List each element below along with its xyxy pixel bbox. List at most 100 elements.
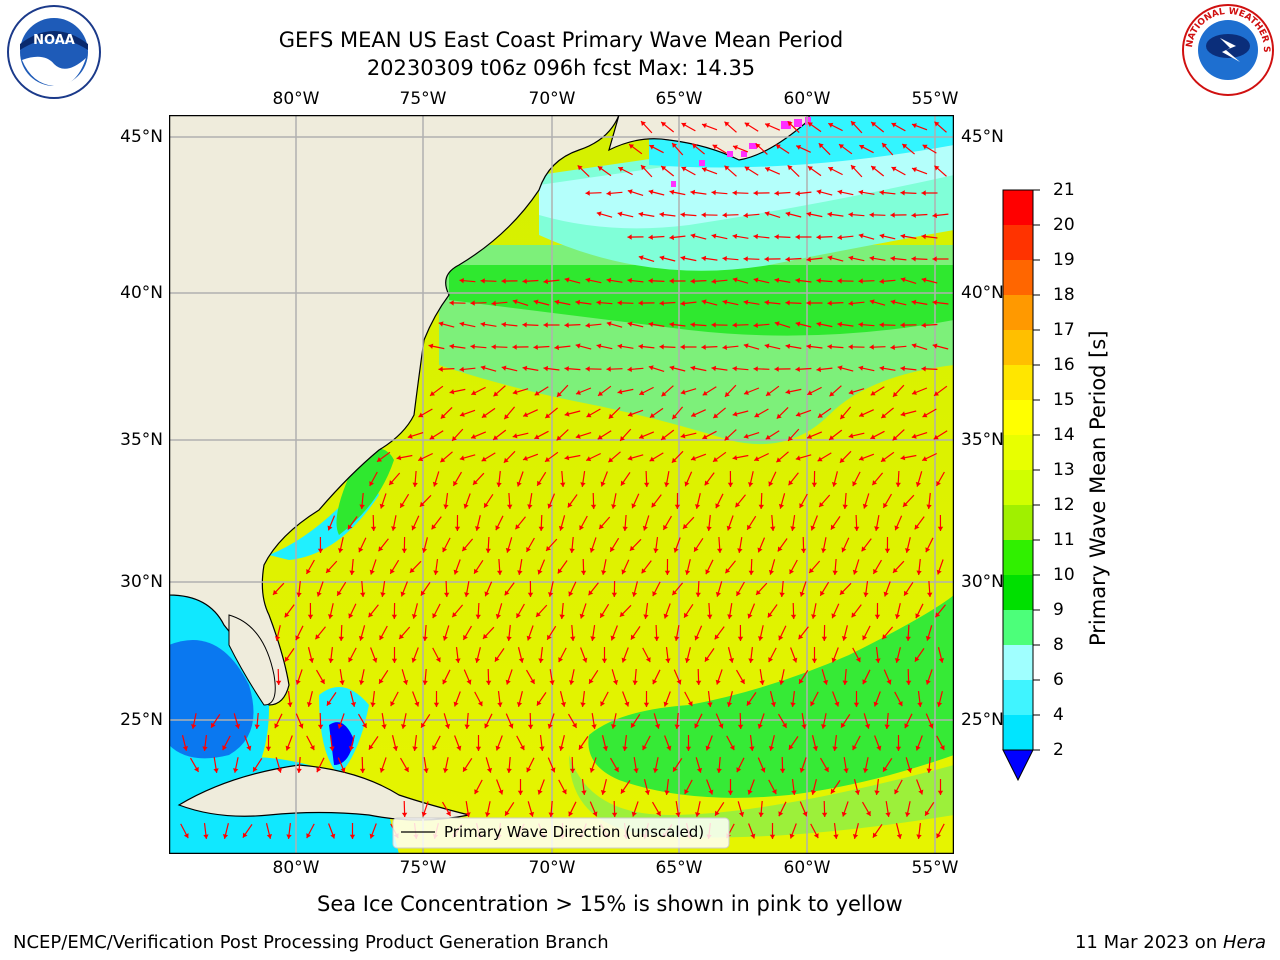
wave-arrow [213, 757, 219, 773]
green-band-inner [449, 265, 954, 336]
wave-arrow [746, 692, 757, 706]
wave-arrow [474, 779, 483, 795]
wave-arrow [181, 735, 188, 751]
wave-arrow [922, 408, 937, 418]
wave-arrow [795, 277, 812, 284]
wave-arrow [547, 713, 555, 729]
wave-arrow [295, 713, 304, 729]
wave-arrow [788, 472, 799, 486]
wave-arrow [774, 277, 791, 283]
wave-arrow [338, 624, 344, 642]
wave-arrow [464, 580, 470, 598]
wave-arrow [325, 560, 338, 574]
wave-arrow [597, 385, 612, 397]
wave-arrow [827, 211, 844, 218]
wave-arrow [328, 603, 334, 619]
wave-arrow [839, 582, 852, 596]
colorbar-band [1003, 645, 1033, 680]
wave-arrow [680, 388, 697, 395]
wave-arrow [522, 453, 539, 461]
wave-arrow [547, 493, 556, 509]
wave-arrow [527, 493, 533, 509]
wave-arrow [774, 366, 791, 372]
wave-arrow [853, 779, 860, 795]
wave-arrow [921, 277, 938, 284]
wave-arrow [706, 514, 712, 532]
wave-arrow [611, 800, 618, 818]
wave-arrow [817, 452, 832, 462]
wave-arrow [621, 559, 630, 575]
wave-arrow [737, 801, 745, 817]
wave-arrow [704, 648, 715, 662]
colorbar-tick-label: 10 [1053, 565, 1075, 585]
wave-arrow [287, 691, 293, 707]
wave-arrow [690, 409, 706, 417]
wave-arrow [674, 624, 680, 642]
wave-arrow [785, 343, 802, 349]
wave-arrow [915, 471, 923, 487]
wave-arrow [370, 514, 377, 532]
colorbar-tick-label: 8 [1053, 635, 1064, 655]
wave-arrow [525, 669, 536, 685]
wave-arrow [638, 300, 655, 306]
wave-arrow [925, 713, 934, 729]
wave-arrow [936, 735, 945, 751]
wave-arrow [483, 493, 494, 509]
wave-arrow [819, 581, 830, 597]
wave-arrow [575, 387, 592, 395]
wave-arrow [648, 278, 665, 284]
lat-tick-right-3: 30°N [961, 572, 1004, 592]
wave-arrow [329, 735, 335, 751]
wave-arrow [496, 470, 502, 488]
wave-arrow [779, 756, 786, 774]
wave-arrow [916, 558, 922, 576]
wave-arrow [748, 823, 756, 839]
wave-arrow [925, 625, 933, 641]
wave-arrow [349, 823, 356, 839]
wave-arrow [858, 322, 875, 328]
wave-arrow [581, 779, 587, 795]
wave-arrow [606, 277, 623, 283]
wave-arrow [567, 494, 578, 508]
wave-arrow [852, 735, 861, 751]
wave-arrow [569, 756, 576, 774]
wave-arrow [852, 647, 861, 663]
wave-arrow [579, 515, 588, 531]
wave-arrow [630, 713, 641, 729]
wave-arrow [848, 300, 865, 306]
wave-arrow [233, 713, 241, 729]
wave-arrow [816, 321, 833, 328]
wave-arrow [648, 365, 665, 372]
wave-arrow [681, 166, 696, 176]
wave-arrow [378, 669, 389, 685]
wave-arrow [295, 625, 304, 641]
wave-arrow [787, 428, 800, 442]
wave-arrow [491, 300, 508, 306]
wave-arrow [307, 602, 314, 620]
wave-arrow [442, 537, 451, 553]
colorbar-tick-label: 6 [1053, 670, 1064, 690]
wave-arrow [534, 430, 549, 440]
wave-arrow [852, 823, 859, 839]
colorbar-band [1003, 505, 1033, 540]
wave-arrow [690, 322, 707, 328]
wave-arrow [597, 165, 612, 177]
wave-arrow [683, 603, 694, 619]
wave-arrow [753, 233, 770, 240]
wave-arrow [379, 625, 388, 641]
wave-arrow [788, 736, 799, 750]
wave-arrow [618, 166, 633, 176]
wave-arrow [840, 713, 851, 729]
wave-arrow [778, 493, 786, 509]
lon-tick-top-3: 65°W [655, 89, 703, 109]
wave-arrow [421, 801, 429, 817]
wave-arrow [391, 515, 397, 531]
wave-arrow [480, 365, 497, 372]
wave-arrow [921, 233, 938, 240]
land-us-east [169, 115, 620, 706]
wave-arrow [727, 603, 733, 619]
wave-arrow [827, 255, 844, 262]
wave-arrow [620, 472, 631, 486]
wave-arrow [210, 713, 221, 729]
wave-arrow [631, 493, 640, 509]
